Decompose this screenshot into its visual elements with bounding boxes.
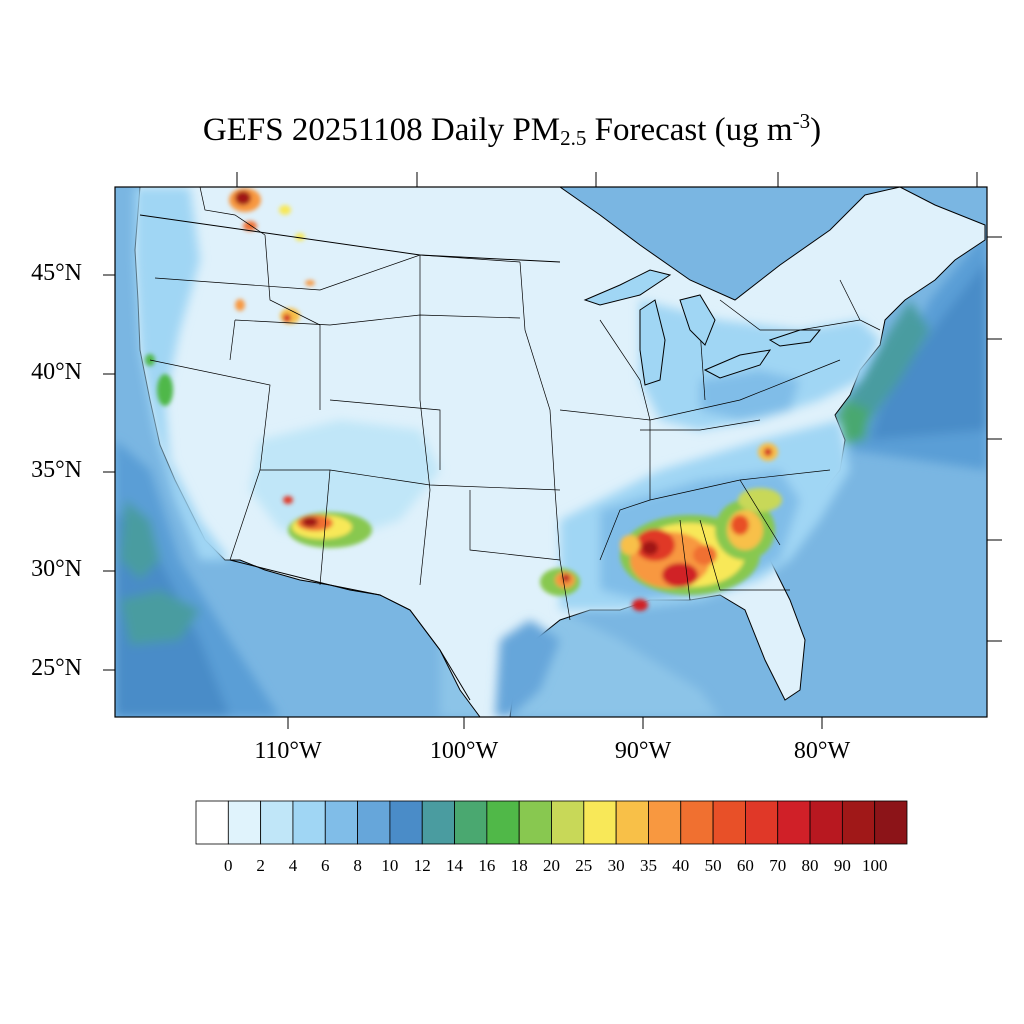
map-plot-area — [115, 187, 987, 717]
colorbar-label-18: 80 — [801, 856, 819, 875]
colorbar-swatch-3 — [292, 800, 326, 845]
colorbar-label-16: 60 — [736, 856, 754, 875]
pm25-hotspots — [145, 188, 782, 611]
colorbar-swatch-11 — [551, 800, 585, 845]
great-lakes — [583, 269, 822, 386]
colorbar-label-4: 8 — [353, 856, 362, 875]
lat-label-35: 35°N — [31, 457, 82, 483]
colorbar-label-5: 10 — [381, 856, 399, 875]
us-canada-border — [139, 214, 561, 263]
colorbar-swatch-8 — [454, 800, 488, 845]
lat-label-25: 25°N — [31, 655, 82, 681]
land-mass — [134, 187, 986, 717]
colorbar-label-20: 100 — [861, 856, 888, 875]
colorbar-label-3: 6 — [321, 856, 330, 875]
colorbar-swatch-13 — [615, 800, 649, 845]
colorbar-swatch-16 — [712, 800, 746, 845]
colorbar-label-8: 16 — [478, 856, 496, 875]
colorbar-label-14: 40 — [672, 856, 690, 875]
us-mexico-border — [229, 559, 471, 701]
colorbar — [195, 800, 908, 845]
colorbar-swatch-19 — [809, 800, 843, 845]
colorbar-label-13: 35 — [640, 856, 657, 875]
colorbar-label-6: 12 — [413, 856, 431, 875]
lat-label-30: 30°N — [31, 556, 82, 582]
colorbar-swatch-17 — [745, 800, 779, 845]
lon-label-90: 90°W — [614, 738, 672, 764]
colorbar-label-12: 30 — [607, 856, 625, 875]
axis-ticks — [103, 172, 1002, 729]
colorbar-label-11: 25 — [575, 856, 593, 875]
colorbar-label-15: 50 — [704, 856, 722, 875]
colorbar-label-17: 70 — [769, 856, 787, 875]
colorbar-swatch-18 — [777, 800, 811, 845]
colorbar-label-2: 4 — [288, 856, 298, 875]
map-frame — [114, 186, 988, 718]
colorbar-label-9: 18 — [510, 856, 528, 875]
colorbar-label-7: 14 — [446, 856, 463, 875]
colorbar-swatch-15 — [680, 800, 714, 845]
colorbar-label-0: 0 — [224, 856, 233, 875]
colorbar-label-10: 20 — [543, 856, 560, 875]
map-title: GEFS 20251108 Daily PM2.5 Forecast (ug m… — [202, 109, 822, 150]
colorbar-swatch-9 — [486, 800, 520, 845]
colorbar-swatch-21 — [874, 800, 908, 845]
lon-label-80: 80°W — [793, 738, 851, 764]
lon-label-100: 100°W — [429, 738, 499, 764]
colorbar-swatch-6 — [389, 800, 423, 845]
colorbar-swatch-10 — [518, 800, 552, 845]
state-boundaries — [149, 187, 881, 621]
colorbar-swatch-4 — [324, 800, 358, 845]
lat-label-45: 45°N — [31, 260, 82, 286]
lon-label-110: 110°W — [254, 738, 322, 764]
colorbar-swatch-7 — [421, 800, 455, 845]
colorbar-swatch-1 — [227, 800, 262, 845]
colorbar-swatch-20 — [841, 800, 876, 845]
colorbar-label-1: 2 — [256, 856, 265, 875]
colorbar-swatch-2 — [260, 800, 294, 845]
lat-label-40: 40°N — [31, 359, 82, 385]
colorbar-swatch-0 — [195, 800, 229, 845]
colorbar-swatch-14 — [648, 800, 682, 845]
colorbar-swatch-5 — [357, 800, 391, 845]
colorbar-label-19: 90 — [833, 856, 851, 875]
colorbar-swatch-12 — [583, 800, 617, 845]
